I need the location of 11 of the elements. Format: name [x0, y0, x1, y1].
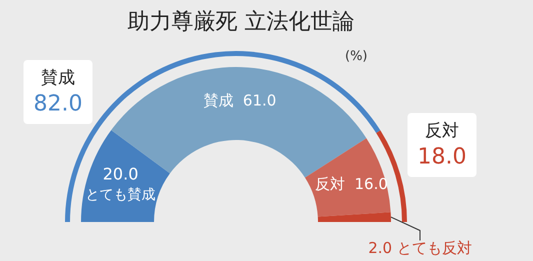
text: (%) — [345, 49, 368, 64]
slice-label: 2.0 とても反対 — [368, 239, 472, 257]
data-label: 20.0 — [102, 164, 138, 184]
slice-label: 賛成 — [41, 68, 75, 88]
slice-label: 反対 16.0 — [314, 175, 388, 194]
slice-label: 反対 — [425, 121, 459, 141]
data-label: 82.0 — [34, 92, 82, 116]
slice-label: とても賛成 — [86, 187, 156, 204]
data-label: 18.0 — [418, 144, 466, 170]
chart-title: 助力尊厳死 立法化世論 — [128, 10, 354, 34]
slice-label: 賛成 61.0 — [203, 92, 276, 110]
